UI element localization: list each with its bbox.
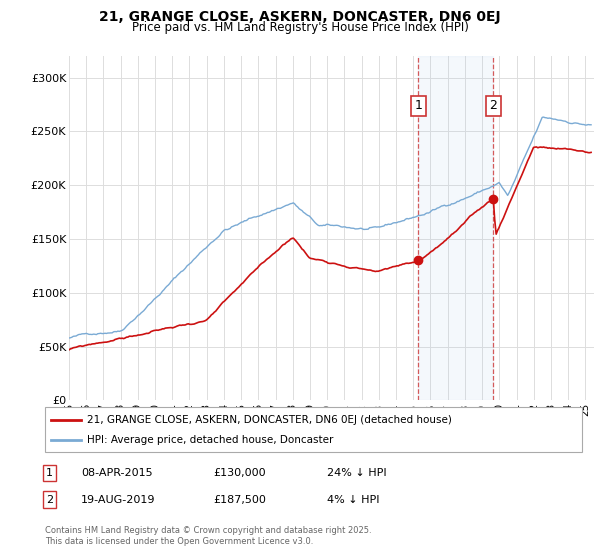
- Text: HPI: Average price, detached house, Doncaster: HPI: Average price, detached house, Donc…: [87, 435, 334, 445]
- Text: 24% ↓ HPI: 24% ↓ HPI: [327, 468, 386, 478]
- Text: 21, GRANGE CLOSE, ASKERN, DONCASTER, DN6 0EJ (detached house): 21, GRANGE CLOSE, ASKERN, DONCASTER, DN6…: [87, 416, 452, 426]
- Text: 1: 1: [46, 468, 53, 478]
- Text: 1: 1: [415, 100, 422, 113]
- Text: 21, GRANGE CLOSE, ASKERN, DONCASTER, DN6 0EJ: 21, GRANGE CLOSE, ASKERN, DONCASTER, DN6…: [99, 10, 501, 24]
- Bar: [418, 56, 493, 400]
- Text: Price paid vs. HM Land Registry's House Price Index (HPI): Price paid vs. HM Land Registry's House …: [131, 21, 469, 34]
- Text: £187,500: £187,500: [213, 494, 266, 505]
- Text: 2: 2: [46, 494, 53, 505]
- Text: 2: 2: [490, 100, 497, 113]
- Text: 08-APR-2015: 08-APR-2015: [81, 468, 152, 478]
- Text: £130,000: £130,000: [213, 468, 266, 478]
- Text: Contains HM Land Registry data © Crown copyright and database right 2025.
This d: Contains HM Land Registry data © Crown c…: [45, 526, 371, 546]
- Text: 19-AUG-2019: 19-AUG-2019: [81, 494, 155, 505]
- Text: 4% ↓ HPI: 4% ↓ HPI: [327, 494, 380, 505]
